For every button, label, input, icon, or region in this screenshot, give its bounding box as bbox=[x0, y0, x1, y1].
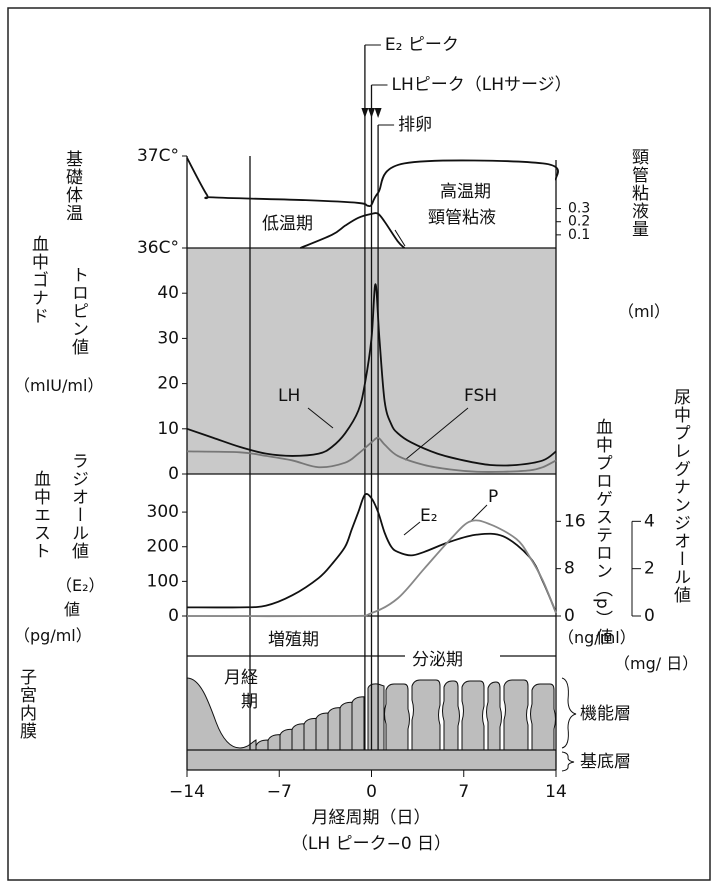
menstruation-label: 月経期 bbox=[220, 666, 258, 714]
layer-label: 基底層 bbox=[580, 752, 631, 772]
y-tick-label: 100 bbox=[147, 571, 179, 591]
endometrium-gland bbox=[368, 684, 384, 750]
bracket bbox=[562, 752, 574, 771]
y2-axis-title: 血中プロゲステロン（p）値 bbox=[592, 418, 612, 646]
event-arrow bbox=[361, 108, 368, 118]
endometrium-label: 子宮内膜 bbox=[16, 668, 36, 740]
endometrium-gland bbox=[292, 724, 304, 750]
event-arrow bbox=[375, 108, 382, 118]
x-axis-subtitle: （LH ピーク−0 日） bbox=[291, 834, 451, 854]
y-axis-title: トロピン値 bbox=[68, 266, 88, 356]
series-label: LH bbox=[278, 386, 300, 406]
event-label: E₂ ピーク bbox=[385, 35, 459, 55]
endometrium-gland bbox=[280, 729, 292, 750]
y2-axis-unit: （ng/ml） bbox=[558, 624, 636, 648]
phase-label: 増殖期 bbox=[268, 630, 319, 650]
y-axis-unit: （pg/ml） bbox=[14, 622, 92, 646]
x-axis-title: 月経周期（日） bbox=[312, 808, 431, 828]
annotation: 低温期 bbox=[262, 214, 313, 234]
event-label: 排卵 bbox=[398, 115, 432, 135]
endometrium-gland bbox=[268, 735, 280, 750]
y-tick-label: 0 bbox=[168, 464, 179, 484]
figure: 低温期 高温期 頸管粘液 LH FSH E₂ P 増殖期 機能層 基底層 月経周… bbox=[0, 0, 717, 889]
y-tick-label: 20 bbox=[157, 374, 179, 394]
series-label: 頸管粘液 bbox=[428, 208, 496, 228]
y-tick-label: 40 bbox=[157, 283, 179, 303]
endometrium-gland bbox=[304, 718, 316, 750]
endometrium-gland bbox=[487, 682, 502, 750]
y-axis-title: 値 bbox=[64, 596, 80, 620]
endometrium-gland bbox=[443, 681, 460, 750]
y3-tick-label: 2 bbox=[644, 559, 655, 579]
pointer bbox=[404, 522, 420, 535]
y-tick-label: 10 bbox=[157, 419, 179, 439]
y3-tick-label: 4 bbox=[644, 511, 655, 531]
endometrium-gland bbox=[328, 708, 340, 750]
y-tick-label: 200 bbox=[147, 537, 179, 557]
series-line bbox=[187, 158, 558, 206]
x-tick-label: −7 bbox=[267, 782, 292, 802]
x-tick-label: 14 bbox=[545, 782, 567, 802]
y-tick-label: 0 bbox=[168, 606, 179, 626]
y-axis-title: 血中ゴナド bbox=[28, 235, 48, 325]
endometrium-gland bbox=[531, 684, 556, 750]
event-label: LHピーク（LHサージ） bbox=[392, 75, 572, 95]
y-axis-title: （E₂） bbox=[56, 572, 105, 596]
event-arrow bbox=[368, 108, 375, 118]
y3-axis-unit: （mg/ 日） bbox=[614, 650, 698, 674]
x-tick-label: 0 bbox=[366, 782, 377, 802]
endometrium-gland bbox=[340, 702, 352, 750]
y-axis-unit: （mIU/ml） bbox=[14, 372, 103, 396]
y2-tick-label: 16 bbox=[564, 511, 586, 531]
layer-label: 機能層 bbox=[580, 704, 631, 724]
y-tick-label: 36C° bbox=[137, 238, 179, 258]
y3-tick-label: 0 bbox=[644, 606, 655, 626]
x-tick-label: 7 bbox=[458, 782, 469, 802]
endometrium-gland bbox=[316, 713, 328, 750]
endometrium-gland bbox=[504, 680, 528, 750]
endometrium-gland bbox=[412, 680, 440, 750]
endometrium-gland bbox=[462, 681, 484, 750]
series-label: FSH bbox=[464, 386, 497, 406]
y2-tick-label: 0.3 bbox=[568, 201, 590, 217]
bracket bbox=[562, 678, 576, 748]
y-axis-title: ラジオール値 bbox=[68, 452, 88, 560]
series-label: E₂ bbox=[420, 506, 438, 526]
x-tick-label: −14 bbox=[169, 782, 205, 802]
endometrium-gland bbox=[385, 684, 410, 750]
y-axis-title: 基礎体温 bbox=[62, 150, 82, 222]
basal-layer bbox=[187, 750, 556, 770]
y-tick-label: 37C° bbox=[137, 146, 179, 166]
series-line bbox=[300, 213, 404, 248]
y3-axis-title: 尿中プレグナンジオール値 bbox=[670, 388, 690, 604]
y2-axis-unit: （ml） bbox=[618, 298, 670, 322]
annotation: 高温期 bbox=[440, 182, 491, 202]
y2-axis-title: 頸管粘液量 bbox=[628, 148, 648, 238]
phase-label: 分泌期 bbox=[412, 650, 463, 670]
y2-tick-label: 0 bbox=[564, 606, 575, 626]
y-tick-label: 300 bbox=[147, 502, 179, 522]
y-tick-label: 30 bbox=[157, 328, 179, 348]
endometrium-gland bbox=[256, 740, 268, 750]
y2-tick-label: 8 bbox=[564, 559, 575, 579]
y-axis-title: 血中エスト bbox=[30, 470, 50, 560]
series-label: P bbox=[488, 487, 498, 507]
endometrium-gland bbox=[352, 697, 364, 750]
pointer bbox=[470, 505, 487, 522]
